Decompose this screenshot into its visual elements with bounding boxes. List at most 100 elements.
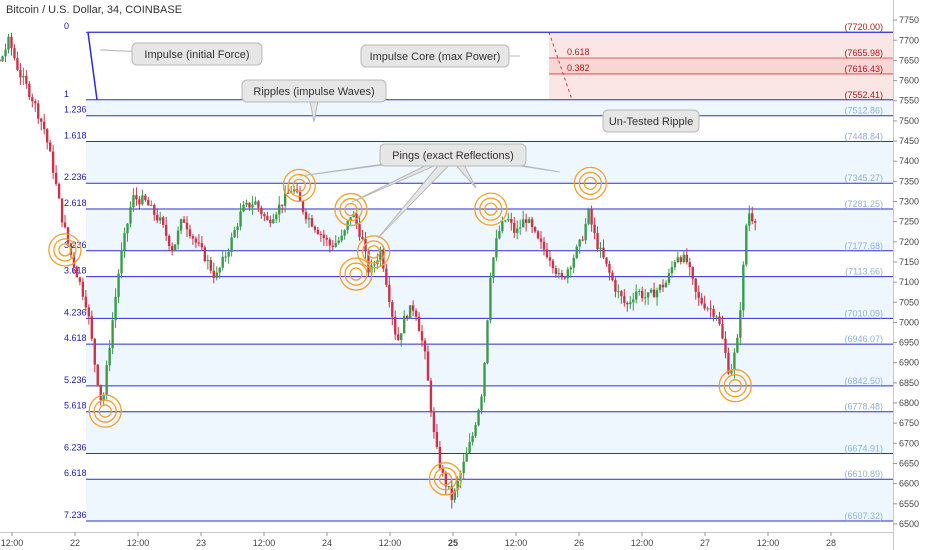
- candle-body: [379, 249, 382, 261]
- candle-body: [194, 238, 198, 243]
- candle-body: [182, 219, 186, 223]
- candle-body: [90, 316, 93, 339]
- ping-ring: [366, 245, 381, 259]
- candle-body: [599, 247, 602, 250]
- candle-body: [652, 289, 656, 298]
- candle-body: [19, 69, 22, 78]
- candle-body: [191, 236, 195, 239]
- fib-price-label: (6674.91): [844, 443, 883, 453]
- candle-body: [447, 486, 450, 488]
- candle-body: [649, 289, 653, 293]
- candle-body: [748, 213, 751, 226]
- candle-body: [623, 296, 626, 303]
- x-tick-label: 28: [826, 538, 836, 548]
- fib-band: [86, 479, 893, 521]
- candle-body: [269, 219, 272, 224]
- candle-body: [682, 254, 686, 263]
- candle-body: [173, 244, 177, 251]
- ping-ring: [93, 399, 117, 423]
- ping-ring: [98, 404, 112, 418]
- fib-price-label: (7448.84): [844, 132, 883, 142]
- candle-body: [37, 103, 40, 119]
- candle-body: [596, 233, 599, 250]
- fib-price-label: (7010.09): [844, 308, 883, 318]
- candle-body: [254, 201, 257, 205]
- candle-body: [239, 211, 242, 227]
- candle-body: [260, 207, 263, 215]
- fib-band: [86, 99, 893, 116]
- candle-body: [727, 352, 730, 374]
- candle-body: [530, 219, 534, 228]
- candle-body: [40, 118, 43, 122]
- impulse-line: [87, 31, 893, 100]
- candle-body: [87, 307, 91, 317]
- candle-body: [569, 267, 572, 270]
- ping-ring: [292, 178, 306, 193]
- fib-ratio-label: 5.236: [64, 375, 87, 385]
- candle-body: [10, 36, 13, 49]
- candle-body: [81, 281, 85, 297]
- y-tick-label: 7250: [899, 217, 919, 227]
- candle-body: [611, 272, 614, 281]
- candle-body: [524, 219, 528, 223]
- candle-body: [658, 284, 662, 291]
- candle-body: [4, 49, 7, 57]
- fib-band: [86, 344, 893, 386]
- candle-body: [640, 291, 644, 299]
- candle-body: [519, 227, 522, 229]
- x-tick-label: 12:00: [379, 538, 402, 548]
- candle-body: [694, 278, 697, 292]
- fib-ratio-label: 2.618: [64, 198, 87, 208]
- candle-body: [224, 256, 227, 258]
- candle-body: [483, 362, 486, 397]
- fib-ratio-label: 1.236: [64, 105, 87, 115]
- candle-body: [167, 235, 171, 246]
- candle-body: [388, 284, 391, 303]
- ping-ring: [88, 394, 122, 428]
- candle-body: [281, 204, 284, 206]
- callout-text: Ripples (impulse Waves): [253, 86, 374, 98]
- candle-body: [245, 202, 248, 205]
- callout-pointer: [377, 154, 460, 239]
- candle-body: [57, 183, 61, 199]
- core-ratio-label: 0.382: [567, 63, 590, 73]
- fib-price-label: (7345.27): [844, 173, 883, 183]
- fib-price-label: (7720.00): [844, 22, 883, 32]
- candle-body: [203, 247, 207, 262]
- candle-body: [486, 320, 489, 363]
- candle-body: [114, 296, 117, 321]
- candle-body: [292, 189, 296, 192]
- candle-body: [206, 260, 210, 262]
- candle-body: [739, 310, 742, 338]
- candle-body: [93, 338, 96, 365]
- candle-body: [197, 242, 201, 244]
- candle-body: [405, 316, 409, 319]
- y-tick-label: 7750: [899, 15, 919, 25]
- candle-body: [170, 245, 174, 251]
- candle-body: [1, 56, 4, 62]
- impulse-diagonal: [87, 32, 98, 100]
- candle-body: [587, 209, 590, 224]
- fib-price-label: (6842.50): [844, 376, 883, 386]
- y-tick-label: 6700: [899, 438, 919, 448]
- candle-body: [394, 316, 397, 335]
- candle-body: [117, 273, 120, 297]
- candle-body: [542, 241, 546, 250]
- candle-body: [340, 235, 343, 241]
- candle-body: [31, 97, 34, 102]
- candle-body: [48, 142, 52, 152]
- ping-ring: [428, 462, 463, 496]
- candle-body: [111, 320, 114, 349]
- candle-body: [322, 234, 326, 238]
- core-ratio-label: 0.618: [567, 47, 590, 57]
- candle-body: [545, 249, 549, 258]
- candle-body: [400, 333, 403, 341]
- fib-levels: 0 (7720.00) 1 (7552.41) 1.236 (7512.86) 1.618 (…: [64, 21, 893, 522]
- candle-body: [736, 337, 739, 353]
- candle-body: [492, 257, 495, 278]
- candle-body: [548, 257, 552, 261]
- y-tick-label: 7550: [899, 96, 919, 106]
- ping-ring: [438, 472, 453, 486]
- candle-body: [688, 262, 691, 268]
